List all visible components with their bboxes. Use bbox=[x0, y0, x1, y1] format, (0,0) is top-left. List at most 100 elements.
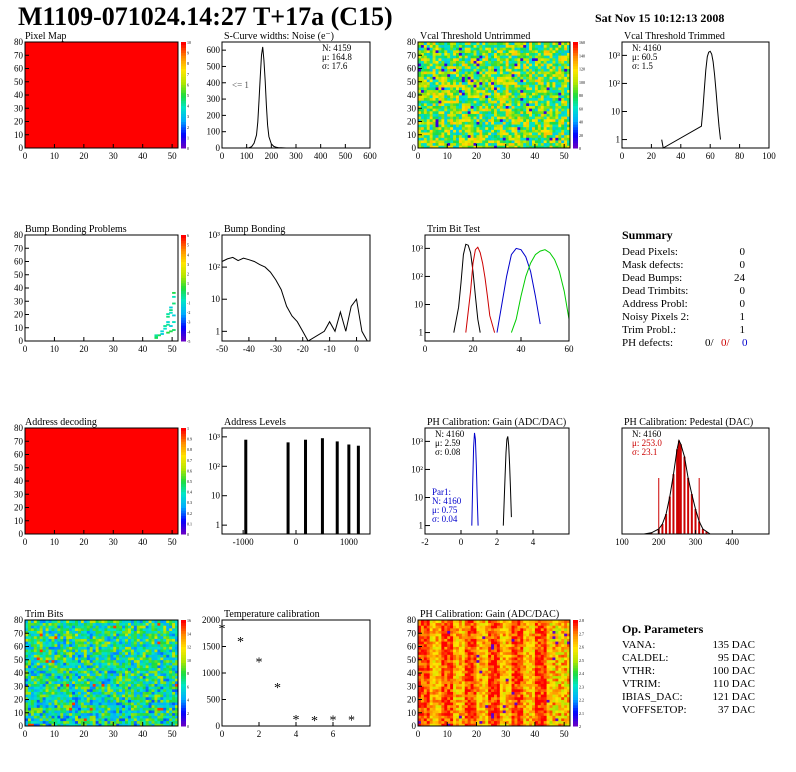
heatmap-cell bbox=[72, 657, 76, 661]
heatmap-cell bbox=[511, 102, 515, 106]
heatmap-cell bbox=[25, 620, 29, 624]
heatmap-cell bbox=[133, 710, 138, 714]
heatmap-cell bbox=[564, 118, 568, 122]
heatmap-cell bbox=[423, 55, 428, 59]
heatmap-cell bbox=[51, 712, 55, 716]
heatmap-cell bbox=[564, 79, 568, 83]
panel-ph-gain-map: PH Calibration: Gain (ADC/DAC)2.82.72.62… bbox=[407, 609, 584, 739]
heatmap-cell bbox=[160, 646, 164, 650]
heatmap-cell bbox=[423, 137, 428, 141]
heatmap-cell bbox=[54, 638, 58, 642]
heatmap-cell bbox=[517, 118, 521, 122]
heatmap-cell bbox=[555, 60, 559, 64]
heatmap-cell bbox=[127, 625, 132, 629]
colorbar-cell bbox=[181, 269, 186, 273]
heatmap-cell bbox=[549, 113, 553, 117]
heatmap-cell bbox=[101, 688, 105, 692]
heatmap-cell bbox=[63, 688, 67, 692]
heatmap-cell bbox=[80, 696, 85, 700]
heatmap-cell bbox=[36, 694, 41, 698]
colorbar-cell bbox=[181, 504, 186, 508]
heatmap-cell bbox=[36, 691, 41, 695]
heatmap-cell bbox=[482, 81, 486, 85]
heatmap-cell bbox=[418, 55, 422, 59]
heatmap-cell bbox=[136, 675, 141, 679]
heatmap-cell bbox=[549, 132, 553, 136]
heatmap-cell bbox=[499, 42, 504, 46]
heatmap-cell bbox=[420, 694, 425, 698]
heatmap-cell bbox=[116, 688, 120, 692]
heatmap-cell bbox=[517, 63, 521, 67]
heatmap-cell bbox=[42, 633, 46, 637]
stats-line: σ: 17.6 bbox=[322, 61, 348, 71]
heatmap-cell bbox=[127, 641, 132, 645]
x-tick-label: 1000 bbox=[340, 537, 359, 547]
heatmap-cell bbox=[63, 691, 67, 695]
heatmap-cell bbox=[151, 638, 155, 642]
heatmap-cell bbox=[175, 683, 179, 687]
colorbar-cell bbox=[181, 250, 186, 255]
heatmap-cell bbox=[546, 102, 550, 106]
heatmap-cell bbox=[127, 646, 132, 650]
heatmap-cell bbox=[505, 63, 510, 67]
heatmap-cell bbox=[485, 134, 489, 138]
heatmap-cell bbox=[107, 665, 111, 669]
heatmap-cell bbox=[60, 712, 64, 716]
plot-frame bbox=[24, 234, 179, 342]
x-tick-label: 100 bbox=[762, 151, 776, 161]
heatmap-cell bbox=[80, 670, 85, 674]
heatmap-cell bbox=[435, 132, 439, 136]
heatmap-cell bbox=[558, 142, 562, 146]
heatmap-cell bbox=[75, 662, 79, 666]
heatmap-cell bbox=[92, 625, 97, 629]
heatmap-cell bbox=[485, 55, 489, 59]
heatmap-cell bbox=[36, 635, 41, 639]
heatmap-cell bbox=[552, 87, 556, 91]
colorbar-cell bbox=[181, 459, 186, 463]
heatmap-cell bbox=[160, 715, 164, 719]
heatmap-cell bbox=[488, 124, 492, 128]
heatmap-cell bbox=[438, 68, 442, 72]
heatmap-cell bbox=[441, 65, 445, 69]
heatmap-cell bbox=[418, 137, 422, 141]
colorbar-cell bbox=[181, 79, 186, 83]
heatmap-cell bbox=[514, 140, 518, 144]
heatmap-cell bbox=[92, 620, 97, 624]
heatmap-cell bbox=[502, 55, 507, 59]
heatmap-cell bbox=[107, 620, 111, 624]
colorbar-label: 100 bbox=[579, 80, 585, 85]
heatmap-cell bbox=[496, 76, 501, 80]
heatmap-cell bbox=[127, 638, 132, 642]
heatmap-cell bbox=[122, 715, 126, 719]
heatmap-cell bbox=[467, 134, 472, 138]
heatmap-cell bbox=[86, 667, 91, 671]
heatmap-cell bbox=[499, 118, 504, 122]
heatmap-cell bbox=[42, 662, 46, 666]
heatmap-cell bbox=[420, 654, 425, 658]
heatmap-cell bbox=[494, 63, 498, 67]
heatmap-cell bbox=[33, 633, 38, 637]
x-tick-label: 6 bbox=[331, 729, 336, 739]
heatmap-cell bbox=[423, 620, 428, 624]
colorbar-label: 2 bbox=[187, 711, 189, 716]
heatmap-cell bbox=[139, 715, 144, 719]
heatmap-cell bbox=[72, 667, 76, 671]
heatmap-cell bbox=[520, 140, 524, 144]
heatmap-cell bbox=[435, 47, 439, 51]
heatmap-cell bbox=[175, 704, 179, 708]
heatmap-cell bbox=[526, 57, 530, 61]
colorbar-cell bbox=[181, 428, 186, 432]
heatmap-cell bbox=[494, 142, 498, 146]
heatmap-cell bbox=[552, 81, 556, 85]
colorbar-cell bbox=[573, 55, 578, 59]
heatmap-cell bbox=[45, 699, 49, 703]
heatmap-cell bbox=[458, 55, 463, 59]
heatmap-cell bbox=[66, 670, 70, 674]
heatmap-cell bbox=[25, 683, 29, 687]
heatmap-cell bbox=[104, 688, 108, 692]
heatmap-cell bbox=[95, 694, 99, 698]
heatmap-cell bbox=[423, 63, 428, 67]
heatmap-cell bbox=[420, 662, 425, 666]
